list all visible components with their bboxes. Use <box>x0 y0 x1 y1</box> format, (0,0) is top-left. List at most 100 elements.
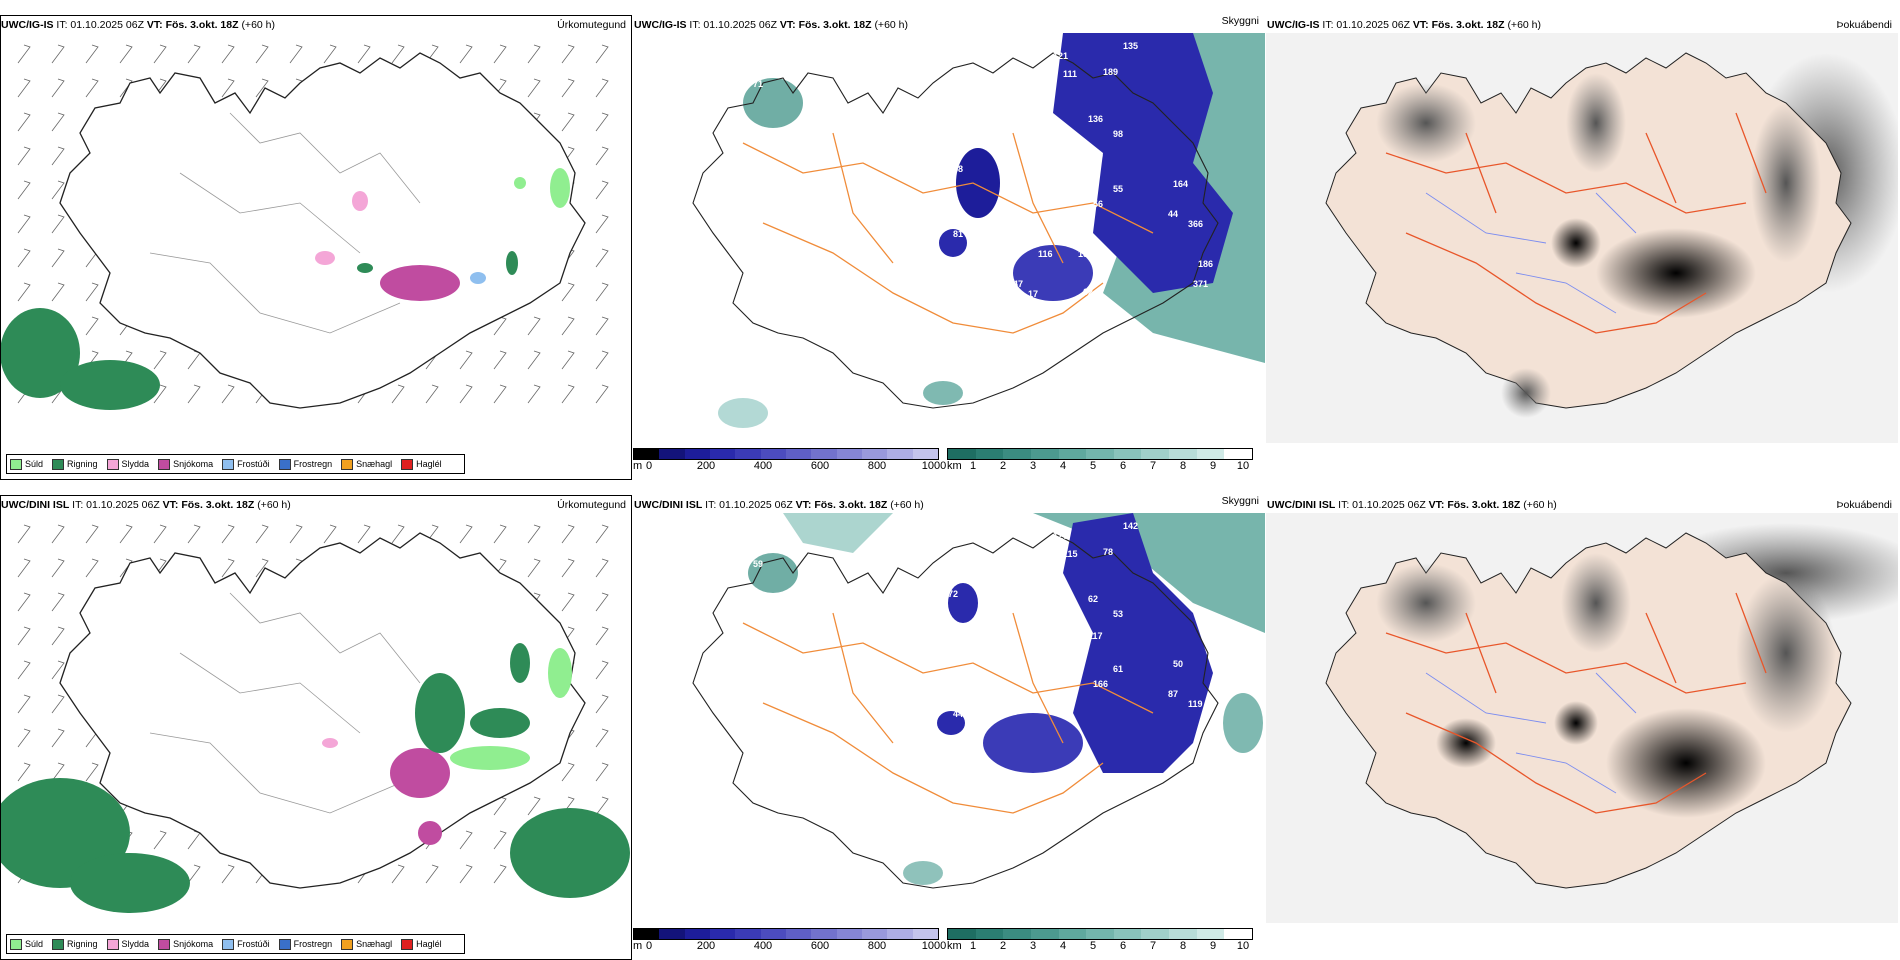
colorbar-segment <box>975 449 1004 459</box>
wind-barb <box>221 524 235 544</box>
visibility-tick: 7 <box>1149 940 1157 952</box>
ceiling-tick: 400 <box>753 940 773 952</box>
precip-areas <box>0 643 630 913</box>
ceiling-tick: 200 <box>696 940 716 952</box>
visibility-label: 116 <box>1038 249 1053 259</box>
colorbar-segment <box>1058 449 1087 459</box>
wind-barb <box>595 524 609 544</box>
colorbar-segment <box>709 449 736 459</box>
wind-barb <box>255 524 269 544</box>
wind-barb <box>561 112 575 132</box>
legend-item-hail: Haglél <box>401 938 442 950</box>
panel-title: Úrkomutegund <box>557 19 626 31</box>
visibility-label: 62 <box>1088 594 1098 604</box>
visibility-unit: km <box>947 460 962 472</box>
colorbar-segment <box>659 449 685 459</box>
wind-barb <box>187 524 201 544</box>
wind-barb <box>17 146 31 166</box>
wind-barb <box>255 78 269 98</box>
wind-barb <box>51 112 65 132</box>
ceiling-tick: 600 <box>810 460 830 472</box>
wind-barb <box>51 78 65 98</box>
wind-barb <box>119 44 133 64</box>
wind-barb <box>527 524 541 544</box>
wind-barb <box>17 248 31 268</box>
visibility-label: 17 <box>1028 289 1038 299</box>
colorbar-segment <box>836 929 862 939</box>
wind-barb <box>323 524 337 544</box>
visibility-label: 87 <box>1168 689 1178 699</box>
visibility-colorbar <box>947 448 1253 460</box>
wind-barb <box>561 316 575 336</box>
visibility-tick: 9 <box>1209 460 1217 472</box>
visibility-label: 157 <box>978 111 993 121</box>
panel-header: UWC/DINI ISL IT: 01.10.2025 06Z VT: Fös.… <box>1 499 291 511</box>
wind-barb <box>595 282 609 302</box>
visibility-label: 92 <box>1063 654 1073 664</box>
wind-barb <box>595 660 609 680</box>
legend-swatch <box>278 458 291 470</box>
visibility-tick: 6 <box>1119 940 1127 952</box>
ceiling-tick: 1000 <box>921 460 947 472</box>
wind-barb <box>527 44 541 64</box>
ceiling-tick: 600 <box>810 940 830 952</box>
wind-barb <box>493 524 507 544</box>
panel-header: UWC/DINI ISL IT: 01.10.2025 06Z VT: Fös.… <box>1267 499 1557 511</box>
wind-barb <box>459 864 473 884</box>
visibility-label: 51 <box>848 609 858 619</box>
visibility-tick: 8 <box>1179 940 1187 952</box>
wind-barb <box>51 248 65 268</box>
colorbar-segment <box>948 449 976 459</box>
wind-barb <box>425 384 439 404</box>
wind-barb <box>595 214 609 234</box>
wind-barb <box>561 384 575 404</box>
visibility-tick: 4 <box>1059 460 1067 472</box>
wind-barb <box>255 558 269 578</box>
visibility-label: 135 <box>1123 41 1138 51</box>
wind-barb <box>459 384 473 404</box>
colorbar-segment <box>948 929 976 939</box>
wind-barb <box>85 78 99 98</box>
legend-swatch <box>10 938 22 950</box>
visibility-label: 62 <box>1083 287 1093 297</box>
legend-item-snow-pellets: Snæhagl <box>341 938 392 950</box>
ceiling-colorbar <box>633 448 939 460</box>
wind-barb <box>17 214 31 234</box>
visibility-label: 129 <box>1088 151 1103 161</box>
legend-item-drizzle: Súld <box>10 458 43 470</box>
fog-index-panel-bottom: UWC/DINI ISL IT: 01.10.2025 06Z VT: Fös.… <box>1266 495 1898 960</box>
wind-barb <box>17 728 31 748</box>
wind-barb <box>17 180 31 200</box>
legend-swatch <box>10 458 22 470</box>
colorbar-segment <box>1169 449 1197 459</box>
wind-barb <box>527 78 541 98</box>
wind-barb <box>51 44 65 64</box>
legend-swatch <box>158 458 171 470</box>
visibility-label: 119 <box>1188 699 1203 709</box>
colorbar-segment <box>887 929 913 939</box>
wind-barb <box>595 146 609 166</box>
visibility-tick: 3 <box>1029 940 1037 952</box>
visibility-label: 61 <box>993 604 1003 614</box>
wind-barb <box>51 660 65 680</box>
visibility-label: 32 <box>993 124 1003 134</box>
visibility-label: 98 <box>1113 129 1123 139</box>
visibility-label: 158 <box>1078 249 1093 259</box>
wind-barb <box>561 558 575 578</box>
panel-header: UWC/IG-IS IT: 01.10.2025 06Z VT: Fös. 3.… <box>1 19 275 31</box>
colorbar-segment <box>659 929 685 939</box>
wind-barb <box>119 524 133 544</box>
wind-barb <box>17 762 31 782</box>
wind-barb <box>357 44 371 64</box>
ceiling-tick: 0 <box>645 940 653 952</box>
wind-barb <box>595 592 609 612</box>
precip-map <box>0 513 632 923</box>
wind-barb <box>153 524 167 544</box>
colorbar-segment <box>735 449 761 459</box>
visibility-label: 56 <box>1093 199 1103 209</box>
wind-barb <box>119 78 133 98</box>
visibility-label: 117 <box>1088 631 1103 641</box>
visibility-tick: 3 <box>1029 460 1037 472</box>
visibility-label: 164 <box>1173 179 1188 189</box>
colorbar-segment <box>912 929 938 939</box>
